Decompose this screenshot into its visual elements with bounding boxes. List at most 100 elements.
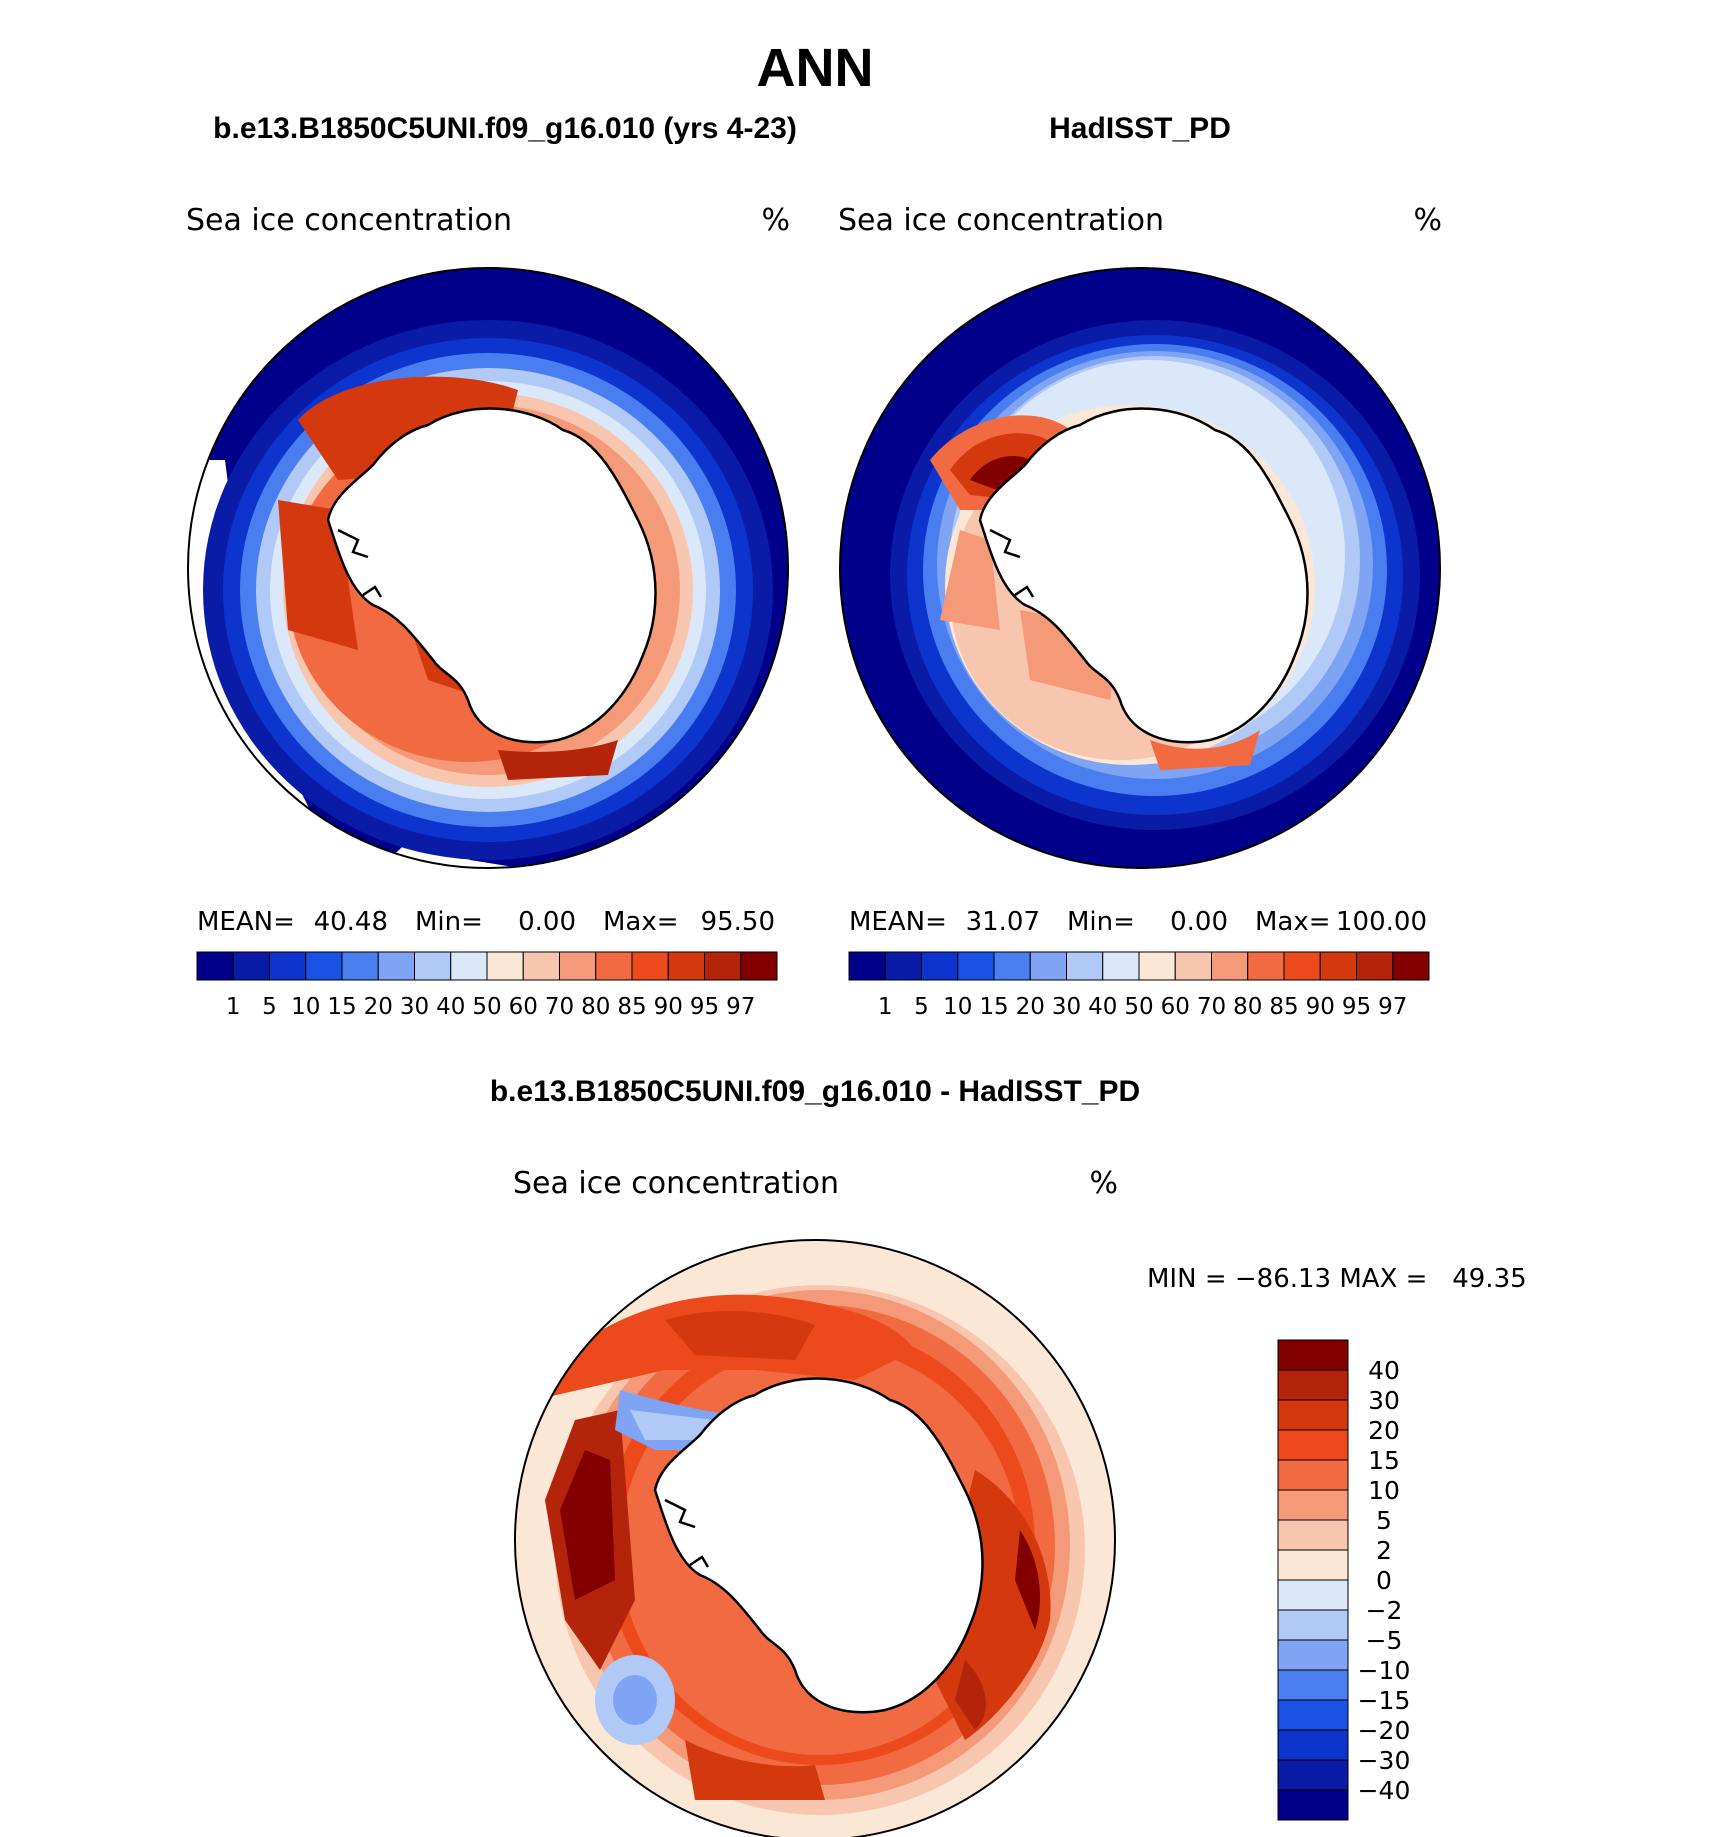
panel-b-max-label: Max=: [1255, 907, 1331, 937]
panel-a-colorbar-tick-label: 95: [690, 994, 719, 1020]
panel-b-colorbar-swatch: [1247, 951, 1285, 981]
panel-c-map-border: [514, 1239, 1116, 1837]
panel-a-max-label: Max=: [603, 907, 679, 937]
panel-b-header: HadISST_PD: [1049, 112, 1231, 145]
panel-c-colorbar-tick-label: 0: [1376, 1566, 1392, 1595]
panel-a-colorbar-tick-label: 40: [436, 994, 465, 1020]
panel-a-colorbar-tick-label: 90: [654, 994, 683, 1020]
panel-c-header: b.e13.B1850C5UNI.f09_g16.010 - HadISST_P…: [490, 1075, 1140, 1108]
panel-c-map: [515, 1240, 1115, 1837]
panel-c-colorbar-swatch: [1277, 1519, 1349, 1551]
panel-a-colorbar-tick-label: 1: [226, 994, 241, 1020]
panel-b-colorbar-tick-label: 70: [1197, 994, 1226, 1020]
panel-b-stats: MEAN= 31.07 Min= 0.00 Max= 100.00: [849, 907, 1427, 937]
panel-b-colorbar-swatch: [1392, 951, 1430, 981]
panel-a-colorbar-tick-label: 85: [617, 994, 646, 1020]
panel-c-colorbar-swatch: [1277, 1759, 1349, 1791]
panel-c-colorbar-tick-label: 10: [1368, 1476, 1400, 1505]
panel-a-map: [188, 268, 788, 868]
panel-c-colorbar-swatch: [1277, 1669, 1349, 1701]
panel-b-mean-value: 31.07: [966, 907, 1040, 937]
panel-c-colorbar-tick-label: −10: [1358, 1656, 1411, 1685]
panel-b-colorbar-swatch: [921, 951, 959, 981]
panel-b-min-value: 0.00: [1170, 907, 1228, 937]
panel-a-mean-label: MEAN=: [197, 907, 295, 937]
panel-b-units: %: [1413, 203, 1442, 238]
panel-b-colorbar-swatch: [884, 951, 922, 981]
panel-a-max-value: 95.50: [701, 907, 775, 937]
panel-a-colorbar-tick-label: 60: [509, 994, 538, 1020]
panel-a-mean-value: 40.48: [314, 907, 388, 937]
panel-obs: Sea ice concentration %: [838, 203, 1442, 1020]
panel-c-colorbar-tick-label: 2: [1376, 1536, 1392, 1565]
panel-a-colorbar-swatch: [740, 951, 778, 981]
panel-c-units: %: [1089, 1166, 1118, 1201]
panel-b-colorbar-tick-label: 95: [1342, 994, 1371, 1020]
panel-c-colorbar-swatch: [1277, 1729, 1349, 1761]
panel-a-colorbar-tick-label: 20: [364, 994, 393, 1020]
panel-a-colorbar-tick-label: 97: [726, 994, 755, 1020]
panel-c-colorbar-swatch: [1277, 1399, 1349, 1431]
panel-a-field-name: Sea ice concentration: [186, 203, 512, 238]
panel-c-colorbar-tick-label: 40: [1368, 1356, 1400, 1385]
panel-b-colorbar-tick-label: 60: [1161, 994, 1190, 1020]
panel-b-colorbar-tick-label: 50: [1124, 994, 1153, 1020]
panel-b-colorbar-tick-label: 10: [943, 994, 972, 1020]
panel-a-colorbar-swatch: [269, 951, 307, 981]
panel-c-colorbar-tick-label: 30: [1368, 1386, 1400, 1415]
panel-b-colorbar-swatch: [1029, 951, 1067, 981]
panel-b-colorbar-tick-label: 40: [1088, 994, 1117, 1020]
panel-a-header: b.e13.B1850C5UNI.f09_g16.010 (yrs 4-23): [213, 112, 797, 145]
panel-a-colorbar-swatch: [486, 951, 524, 981]
panel-b-colorbar-tick-label: 20: [1016, 994, 1045, 1020]
panel-b-colorbar-tick-label: 85: [1269, 994, 1298, 1020]
panel-a-min-label: Min=: [415, 907, 483, 937]
panel-a-colorbar-swatch: [341, 951, 379, 981]
panel-b-colorbar-tick-label: 80: [1233, 994, 1262, 1020]
panel-b-colorbar-swatch: [1138, 951, 1176, 981]
panel-c-colorbar-tick-label: −40: [1358, 1776, 1411, 1805]
panel-b-field-name: Sea ice concentration: [838, 203, 1164, 238]
panel-c-colorbar-swatch: [1277, 1369, 1349, 1401]
panel-a-colorbar-swatch: [631, 951, 669, 981]
panel-b-colorbar-swatch: [957, 951, 995, 981]
panel-c-minmax: MIN = −86.13 MAX = 49.35: [1147, 1264, 1527, 1294]
panel-c-field-name: Sea ice concentration: [513, 1166, 839, 1201]
panel-a-colorbar-tick-label: 5: [262, 994, 277, 1020]
panel-c-colorbar-tick-label: −30: [1358, 1746, 1411, 1775]
panel-b-min-label: Min=: [1067, 907, 1135, 937]
panel-diff: b.e13.B1850C5UNI.f09_g16.010 - HadISST_P…: [490, 1075, 1527, 1837]
panel-a-min-value: 0.00: [518, 907, 576, 937]
panel-a-colorbar-tick-label: 10: [291, 994, 320, 1020]
panel-c-colorbar-swatch: [1277, 1429, 1349, 1461]
panel-b-colorbar-tick-label: 15: [979, 994, 1008, 1020]
panel-a-colorbar-tick-label: 70: [545, 994, 574, 1020]
panel-a-colorbar-tick-label: 50: [472, 994, 501, 1020]
panel-b-colorbar-tick-label: 1: [878, 994, 893, 1020]
panel-b-colorbar-swatch: [1356, 951, 1394, 981]
panel-c-colorbar-tick-label: −15: [1358, 1686, 1411, 1715]
panel-c-colorbar-tick-label: −2: [1366, 1596, 1403, 1625]
season-title: ANN: [757, 38, 874, 98]
panel-a-colorbar-swatch: [305, 951, 343, 981]
panel-c-colorbar-swatch: [1277, 1339, 1349, 1371]
panel-b-colorbar-swatch: [848, 951, 886, 981]
panel-a-colorbar-swatch: [522, 951, 560, 981]
panel-b-colorbar-swatch: [1066, 951, 1104, 981]
panel-c-colorbar-tick-label: −5: [1366, 1626, 1403, 1655]
panel-a-colorbar-tick-label: 80: [581, 994, 610, 1020]
panel-model: Sea ice concentration %: [186, 203, 790, 1020]
panel-b-colorbar-tick-label: 90: [1306, 994, 1335, 1020]
panel-a-colorbar-swatch: [414, 951, 452, 981]
panel-a-map-border: [187, 267, 789, 869]
panel-c-colorbar-tick-label: 20: [1368, 1416, 1400, 1445]
panel-b-mean-label: MEAN=: [849, 907, 947, 937]
panel-a-colorbar-swatch: [450, 951, 488, 981]
panel-a-colorbar-swatch: [704, 951, 742, 981]
panel-a-colorbar: 1 5 10 15 20 30 40 50 60 70 80 85 90 95 97: [196, 951, 778, 1020]
panel-c-colorbar-tick-label: 15: [1368, 1446, 1400, 1475]
panel-b-colorbar-swatch: [1102, 951, 1140, 981]
panel-b-map-border: [839, 267, 1441, 869]
